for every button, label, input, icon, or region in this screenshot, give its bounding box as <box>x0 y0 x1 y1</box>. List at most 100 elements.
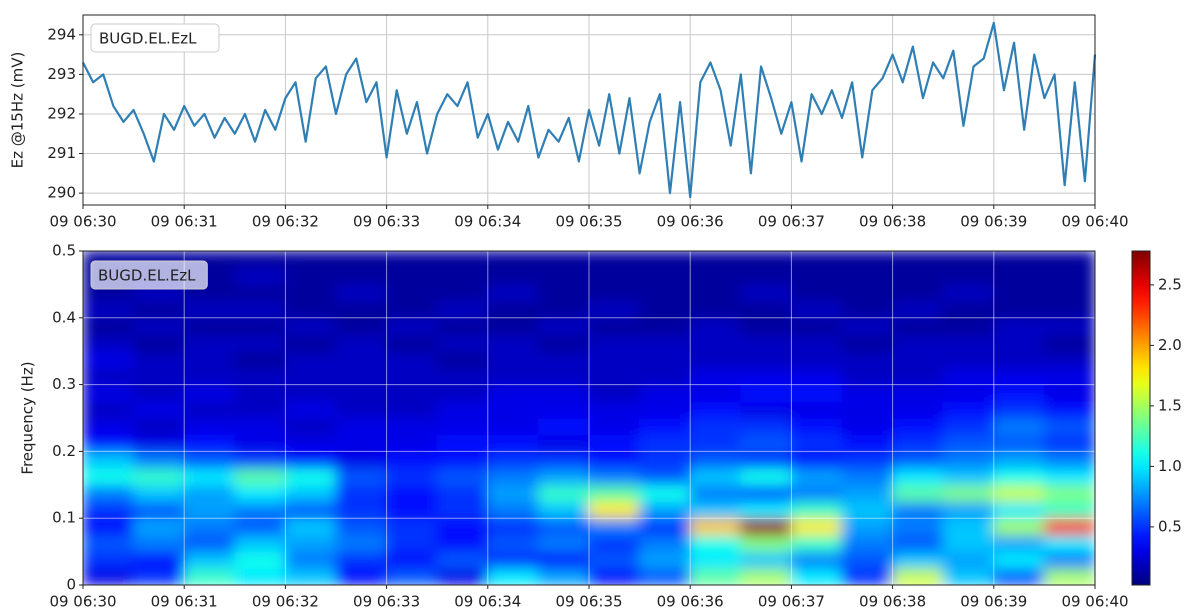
heatmap-cell <box>335 267 388 285</box>
heatmap-cell <box>993 517 1045 536</box>
heatmap-cell <box>740 300 792 319</box>
heatmap-cell <box>133 551 185 569</box>
heatmap-cell <box>689 467 742 486</box>
heatmap-cell <box>234 350 286 369</box>
heatmap-cell <box>740 400 792 419</box>
heatmap-cell <box>234 300 286 319</box>
heatmap-cell <box>386 334 438 352</box>
y-tick-label: 0.5 <box>52 242 76 260</box>
heatmap-cell <box>487 400 539 419</box>
heatmap-cell <box>689 283 742 302</box>
heatmap-cell <box>841 567 894 585</box>
heatmap-cell <box>1043 551 1095 569</box>
heatmap-cell <box>436 501 489 519</box>
heatmap-cell <box>436 283 489 302</box>
annotation: BUGD.EL.EzL <box>98 267 196 285</box>
x-tick-label: 09 06:33 <box>353 213 420 231</box>
heatmap-cell <box>841 367 894 386</box>
heatmap-cell <box>487 567 539 585</box>
x-tick-label: 09 06:36 <box>657 213 724 231</box>
heatmap-cell <box>790 567 843 585</box>
heatmap-cell <box>1043 567 1095 585</box>
heatmap-cell <box>487 467 539 486</box>
heatmap-cell <box>335 367 388 386</box>
heatmap-cell <box>740 283 792 302</box>
heatmap-cell <box>234 567 286 585</box>
heatmap-cell <box>942 317 995 335</box>
heatmap-cell <box>740 484 792 502</box>
heatmap-cell <box>993 267 1045 285</box>
heatmap-cell <box>284 384 337 402</box>
heatmap-cell <box>1043 467 1095 486</box>
x-tick-label: 09 06:37 <box>758 213 825 231</box>
x-tick-label: 09 06:36 <box>657 593 724 611</box>
heatmap-cell <box>487 551 539 569</box>
heatmap-cell <box>335 467 388 486</box>
heatmap-cell <box>183 501 236 519</box>
heatmap-cell <box>284 450 337 469</box>
heatmap-cell <box>639 434 691 452</box>
heatmap-cell <box>639 350 691 369</box>
heatmap-cell <box>284 534 337 553</box>
heatmap-cell <box>1043 501 1095 519</box>
heatmap-cell <box>183 567 236 585</box>
heatmap-cell <box>1043 350 1095 369</box>
heatmap-cell <box>639 534 691 553</box>
heatmap-cell <box>639 300 691 319</box>
heatmap-cell <box>83 367 135 386</box>
heatmap-cell <box>841 283 894 302</box>
heatmap-cell <box>234 317 286 335</box>
heatmap-cell <box>790 367 843 386</box>
heatmap-cell <box>386 350 438 369</box>
heatmap-cell <box>841 350 894 369</box>
heatmap-cell <box>942 434 995 452</box>
heatmap-cell <box>841 334 894 352</box>
heatmap-cell <box>83 300 135 319</box>
heatmap-cell <box>993 317 1045 335</box>
heatmap-cell <box>386 367 438 386</box>
heatmap-cell <box>436 367 489 386</box>
heatmap-cell <box>537 334 590 352</box>
heatmap-cell <box>942 384 995 402</box>
heatmap-cell <box>841 267 894 285</box>
heatmap-cell <box>588 367 641 386</box>
colorbar-tick-label: 1.0 <box>1158 457 1182 475</box>
heatmap-cell <box>892 367 944 386</box>
heatmap-cell <box>335 484 388 502</box>
heatmap-cell <box>487 384 539 402</box>
heatmap-cell <box>436 251 489 269</box>
heatmap-cell <box>892 467 944 486</box>
heatmap-cell <box>537 517 590 536</box>
heatmap-cell <box>537 283 590 302</box>
heatmap-cell <box>892 534 944 553</box>
colorbar-tick-label: 2.0 <box>1158 336 1182 354</box>
heatmap-cell <box>1043 267 1095 285</box>
heatmap-cell <box>892 350 944 369</box>
heatmap-cell <box>335 417 388 436</box>
heatmap-cell <box>588 334 641 352</box>
heatmap-cell <box>183 350 236 369</box>
heatmap-cell <box>133 350 185 369</box>
heatmap-cell <box>892 450 944 469</box>
heatmap-cell <box>942 534 995 553</box>
heatmap-cell <box>284 517 337 536</box>
heatmap-cell <box>639 267 691 285</box>
heatmap-cell <box>234 367 286 386</box>
heatmap-cell <box>689 251 742 269</box>
heatmap-cell <box>993 384 1045 402</box>
heatmap-cell <box>740 334 792 352</box>
x-tick-label: 09 06:32 <box>252 593 319 611</box>
heatmap-cell <box>841 417 894 436</box>
heatmap-cell <box>386 450 438 469</box>
heatmap-cell <box>537 400 590 419</box>
heatmap-cell <box>892 334 944 352</box>
heatmap-cell <box>234 251 286 269</box>
data-line <box>82 21 1097 199</box>
heatmap-cell <box>588 484 641 502</box>
heatmap-cell <box>133 384 185 402</box>
heatmap-cell <box>284 334 337 352</box>
heatmap-cell <box>335 517 388 536</box>
heatmap-cell <box>841 300 894 319</box>
heatmap-cell <box>588 317 641 335</box>
heatmap-cell <box>83 450 135 469</box>
